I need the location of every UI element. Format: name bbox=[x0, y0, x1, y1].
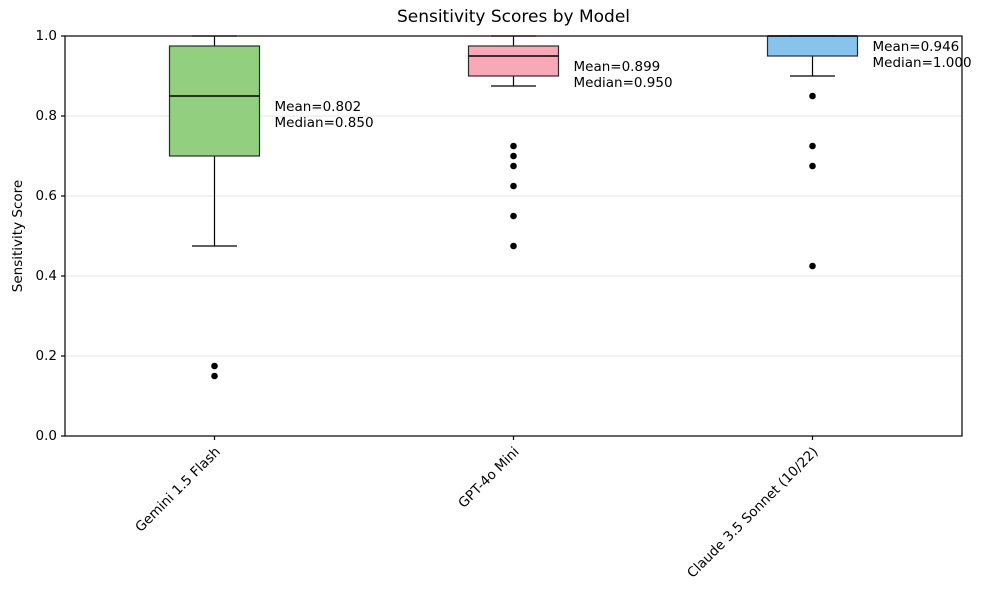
outlier-point bbox=[510, 182, 517, 190]
chart-title: Sensitivity Scores by Model bbox=[396, 7, 631, 27]
box-1 bbox=[168, 45, 261, 157]
box-3 bbox=[766, 35, 859, 57]
outlier-point bbox=[809, 262, 816, 270]
outlier-point bbox=[510, 162, 517, 170]
stat-annotation: Mean=0.946 Median=1.000 bbox=[872, 39, 972, 71]
outlier-point bbox=[809, 142, 816, 150]
outlier-point bbox=[211, 372, 218, 380]
y-tick-label: 0.0 bbox=[35, 428, 57, 444]
y-tick-label: 0.8 bbox=[35, 108, 57, 124]
y-tick-label: 1.0 bbox=[35, 28, 57, 44]
outlier-point bbox=[809, 162, 816, 170]
stat-annotation: Mean=0.802 Median=0.850 bbox=[274, 99, 374, 131]
box-2 bbox=[467, 45, 560, 77]
outlier-point bbox=[510, 142, 517, 150]
y-tick-label: 0.2 bbox=[35, 348, 57, 364]
outlier-point bbox=[510, 242, 517, 250]
y-tick-label: 0.6 bbox=[35, 188, 57, 204]
outlier-point bbox=[510, 212, 517, 220]
outlier-point bbox=[211, 362, 218, 370]
stat-annotation: Mean=0.899 Median=0.950 bbox=[573, 59, 673, 91]
outlier-point bbox=[510, 152, 517, 160]
outlier-point bbox=[809, 92, 816, 100]
y-tick-label: 0.4 bbox=[35, 268, 57, 284]
